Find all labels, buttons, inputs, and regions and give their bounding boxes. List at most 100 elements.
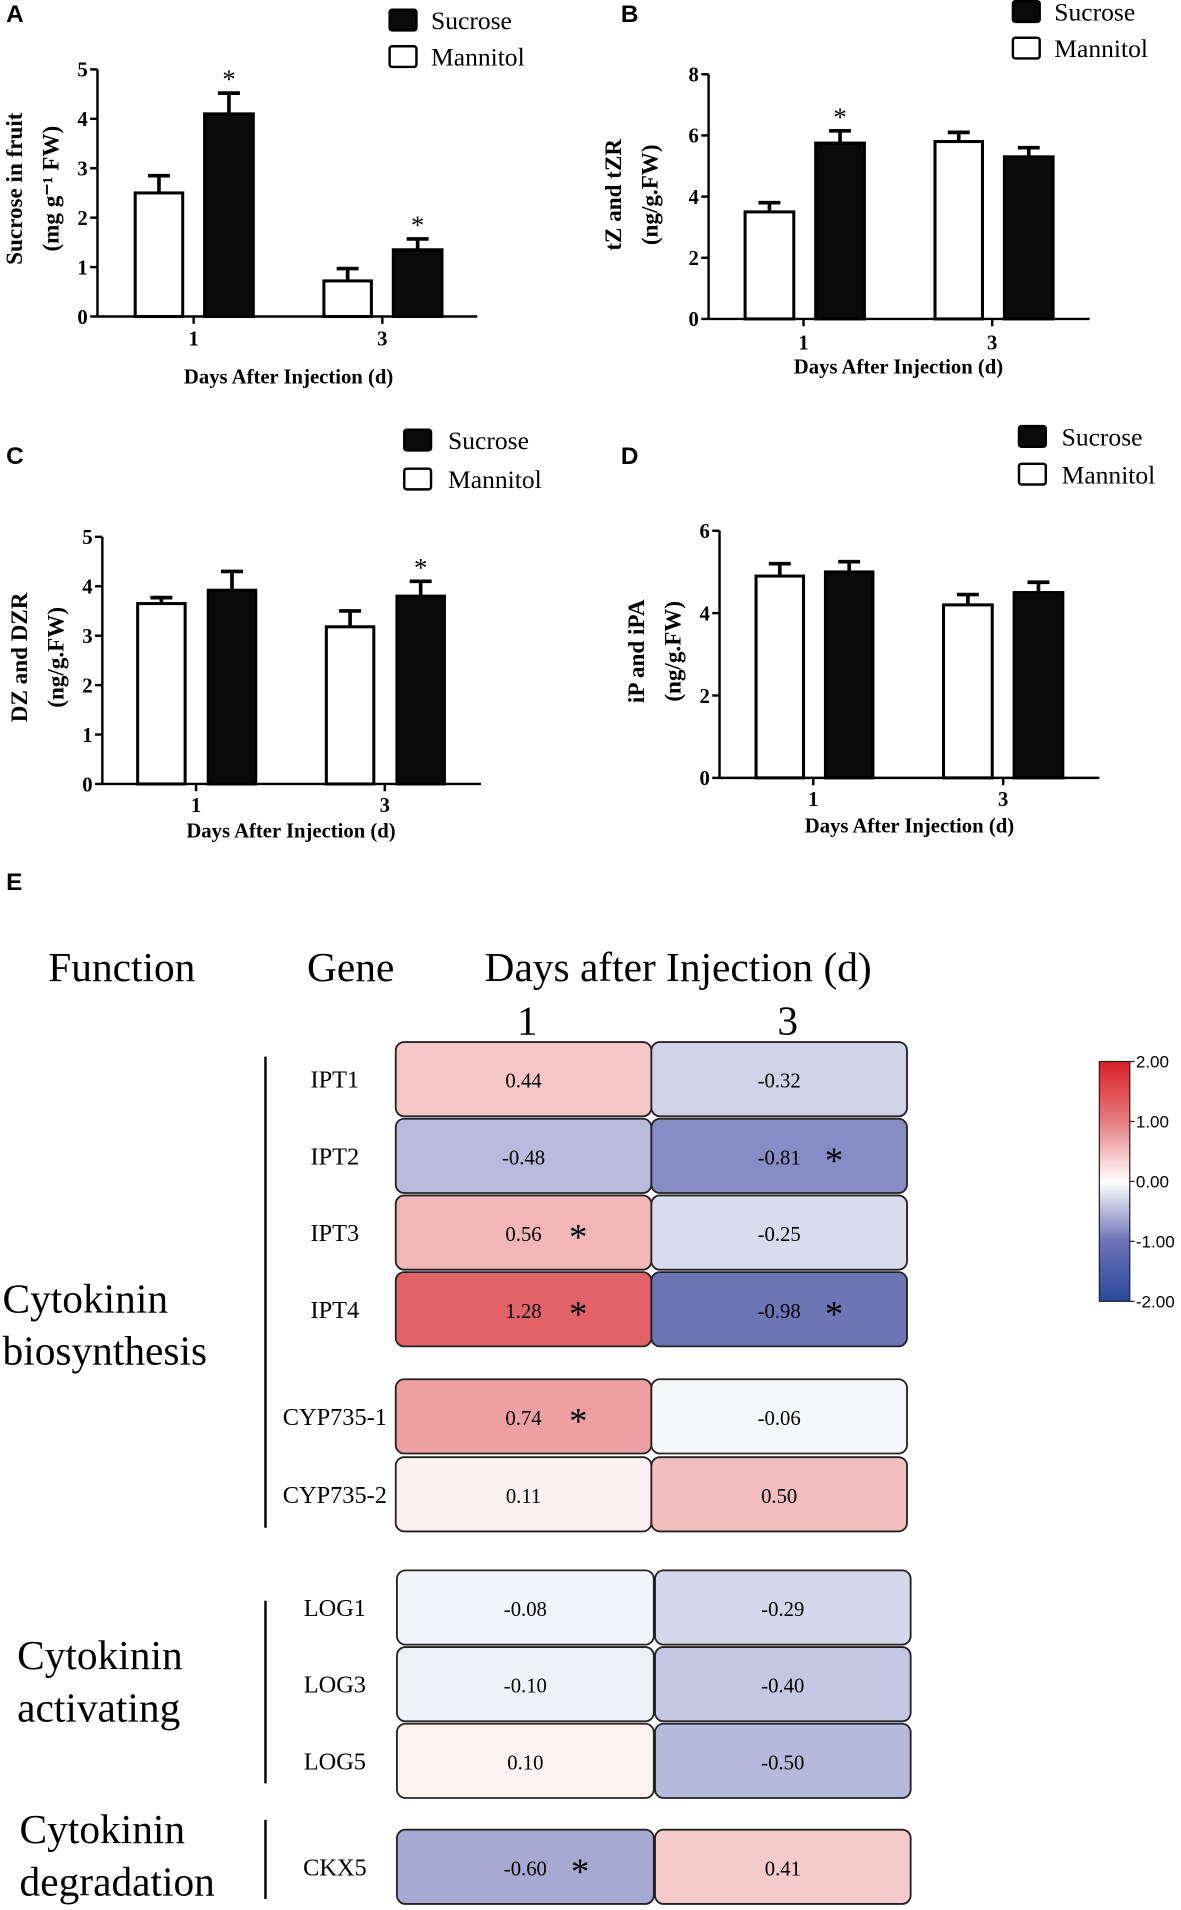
x-tick-label: 3: [380, 795, 390, 817]
colorbar: 2.00 1.00 0.00 -1.00 -2.00: [1098, 1053, 1175, 1311]
heatmap-cell: [650, 1117, 908, 1194]
gene-label: LOG1: [304, 1595, 366, 1622]
cell-value: -0.25: [758, 1224, 801, 1246]
x-tick-label: 1: [191, 795, 201, 817]
heatmap-row: CYP735-1 0.74 * -0.06: [283, 1378, 908, 1455]
bar-sucrose: [391, 248, 444, 319]
bar-mannitol: [133, 191, 185, 319]
y-tick-label: 0: [699, 768, 709, 790]
bar-sucrose: [395, 594, 446, 786]
bar-sucrose: [206, 588, 258, 786]
colorbar-tick-label: 2.00: [1136, 1053, 1169, 1072]
gene-label: CYP735-1: [283, 1404, 387, 1431]
heatmap-cell: [650, 1456, 908, 1533]
x-tick-label: 3: [998, 789, 1008, 811]
bar-mannitol: [324, 625, 376, 786]
cell-value: 0.74: [505, 1408, 542, 1430]
cell-value: -0.08: [504, 1599, 547, 1621]
heatmap-row: IPT3 0.56 * -0.25: [311, 1194, 908, 1271]
legend-swatch-sucrose: [403, 428, 433, 452]
x-axis-label: Days After Injection (d): [184, 366, 393, 388]
colorbar-tick-label: 0.00: [1136, 1173, 1169, 1192]
cell-value: -0.98: [758, 1301, 801, 1323]
heatmap-cell: [396, 1828, 655, 1905]
y-axis-label: (ng/g.FW): [661, 601, 687, 702]
heatmap-row: IPT4 1.28 * -0.98 *: [311, 1271, 908, 1348]
significance-marker: *: [411, 210, 424, 240]
heatmap-cell: [396, 1646, 655, 1723]
header-gene: Gene: [307, 944, 394, 990]
legend-swatch-mannitol: [1017, 462, 1048, 486]
y-tick-label: 0: [82, 774, 92, 796]
cell-value: -0.40: [761, 1676, 804, 1698]
heatmap-cell: [654, 1646, 912, 1723]
bar-sucrose: [1002, 155, 1055, 321]
y-tick-label: 2: [688, 248, 698, 270]
y-tick-label: 4: [699, 603, 709, 625]
x-tick-label: 1: [798, 332, 808, 354]
legend-swatch-mannitol: [1011, 36, 1041, 60]
legend-label-mannitol: Mannitol: [1062, 460, 1156, 489]
heatmap-row: IPT1 0.44 -0.32: [311, 1041, 908, 1118]
cell-value: -0.29: [761, 1599, 804, 1621]
column-header: 1: [517, 998, 538, 1044]
legend-label-mannitol: Mannitol: [448, 465, 542, 494]
gene-label: CYP735-2: [283, 1482, 387, 1509]
bar-sucrose: [203, 112, 255, 319]
panel-a: A 0 1 2 3 4 5 1 3 Days After Injection (d) Sucrose…: [2, 1, 525, 389]
x-axis-label: Days After Injection (d): [186, 821, 395, 843]
y-tick-label: 6: [688, 126, 698, 148]
cell-value: -0.32: [758, 1071, 801, 1093]
function-label: activating: [17, 1684, 180, 1730]
cell-value: 0.10: [507, 1752, 543, 1774]
panel-label: E: [6, 869, 22, 896]
heatmap-group: Cytokinin degradation CKX5 -0.60 * 0.41: [20, 1806, 912, 1905]
significance-marker: *: [825, 1293, 843, 1334]
significance-marker: *: [569, 1400, 587, 1441]
bar-mannitol: [754, 574, 806, 780]
y-tick-label: 6: [699, 521, 709, 543]
cell-value: -0.50: [761, 1752, 804, 1774]
significance-marker: *: [414, 552, 427, 582]
function-label: Cytokinin: [3, 1275, 169, 1321]
cell-value: 0.50: [761, 1486, 797, 1508]
legend-swatch-sucrose: [1011, 0, 1041, 24]
colorbar-gradient: [1098, 1060, 1131, 1302]
legend-swatch-mannitol: [403, 467, 433, 491]
y-axis-label: (mg g⁻¹ FW): [39, 126, 65, 252]
bar-sucrose: [814, 141, 866, 321]
legend-label-mannitol: Mannitol: [1054, 34, 1148, 63]
gene-label: IPT4: [311, 1297, 360, 1324]
y-tick-label: 5: [82, 527, 92, 549]
significance-marker: *: [569, 1293, 587, 1334]
y-axis-label: iP and iPA: [624, 599, 650, 703]
heatmap-cell: [396, 1722, 655, 1799]
cell-value: 0.11: [506, 1486, 541, 1508]
gene-label: IPT2: [311, 1143, 360, 1170]
column-header: 3: [777, 998, 798, 1044]
significance-marker: *: [825, 1140, 843, 1181]
y-tick-label: 1: [82, 725, 92, 747]
legend-label-sucrose: Sucrose: [431, 6, 512, 35]
panel-d: D 0 2 4 6 1 3 Days After Injection (d) iP and iP…: [621, 423, 1155, 838]
heatmap-cell: [650, 1378, 908, 1455]
y-tick-label: 3: [82, 626, 92, 648]
function-label: Cytokinin: [17, 1632, 183, 1678]
panel-label: B: [621, 1, 639, 28]
heatmap-cell: [654, 1722, 912, 1799]
legend-swatch-mannitol: [388, 45, 418, 69]
bar-sucrose: [1012, 591, 1065, 780]
colorbar-tick-label: 1.00: [1136, 1113, 1169, 1132]
gene-label: IPT3: [311, 1220, 360, 1247]
function-label: biosynthesis: [3, 1328, 208, 1374]
cell-value: -0.06: [758, 1408, 801, 1430]
colorbar-tick-label: -1.00: [1136, 1232, 1175, 1251]
y-tick-label: 2: [82, 675, 92, 697]
y-axis-label: Sucrose in fruit: [2, 112, 28, 265]
bar-mannitol: [322, 279, 373, 319]
bar-mannitol: [933, 140, 985, 321]
legend-swatch-sucrose: [1017, 424, 1048, 448]
y-tick-label: 1: [77, 257, 87, 279]
heatmap-row: CYP735-2 0.11 0.50: [283, 1456, 908, 1533]
